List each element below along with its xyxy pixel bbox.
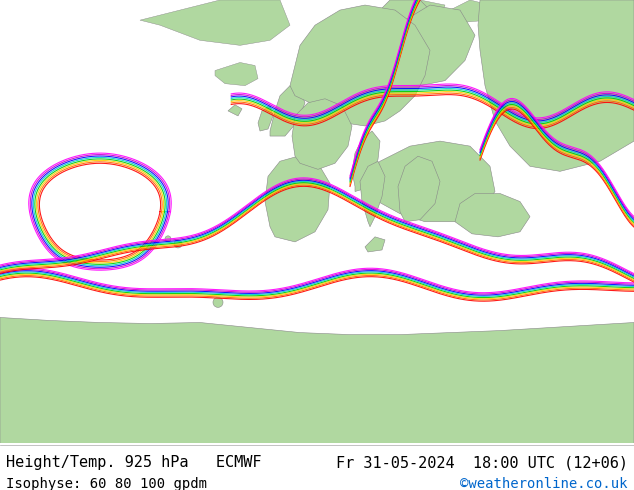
Polygon shape — [265, 156, 330, 242]
Polygon shape — [455, 194, 530, 237]
Text: Height/Temp. 925 hPa   ECMWF: Height/Temp. 925 hPa ECMWF — [6, 455, 262, 470]
Polygon shape — [215, 63, 258, 86]
Polygon shape — [365, 237, 385, 252]
Polygon shape — [290, 5, 430, 126]
Polygon shape — [360, 141, 495, 222]
Polygon shape — [360, 161, 385, 227]
Polygon shape — [390, 5, 475, 86]
Circle shape — [174, 240, 182, 248]
Polygon shape — [478, 0, 634, 172]
Polygon shape — [258, 106, 273, 131]
Text: ©weatheronline.co.uk: ©weatheronline.co.uk — [460, 477, 628, 490]
Polygon shape — [292, 99, 352, 170]
Polygon shape — [398, 156, 440, 222]
Polygon shape — [500, 0, 634, 60]
Polygon shape — [348, 81, 360, 99]
Polygon shape — [0, 318, 634, 443]
Text: Fr 31-05-2024  18:00 UTC (12+06): Fr 31-05-2024 18:00 UTC (12+06) — [335, 455, 628, 470]
Polygon shape — [228, 105, 242, 116]
Circle shape — [165, 236, 171, 242]
Polygon shape — [355, 0, 440, 106]
Text: Isophyse: 60 80 100 gpdm: Isophyse: 60 80 100 gpdm — [6, 477, 207, 490]
Polygon shape — [395, 0, 445, 22]
Polygon shape — [270, 86, 305, 136]
Polygon shape — [352, 131, 380, 192]
Polygon shape — [450, 0, 490, 22]
Circle shape — [213, 297, 223, 307]
Polygon shape — [140, 0, 290, 46]
